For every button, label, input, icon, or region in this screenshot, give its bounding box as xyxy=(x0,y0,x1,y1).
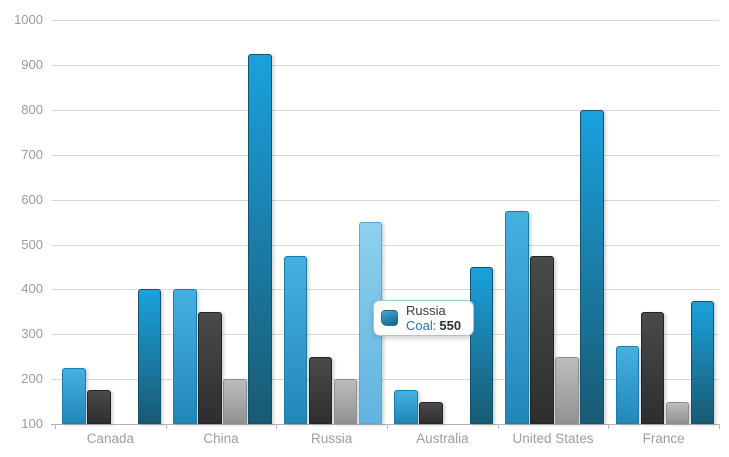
y-axis-label-600: 600 xyxy=(21,191,43,207)
gridline-1000 xyxy=(51,20,719,22)
tooltip-category: Russia xyxy=(406,303,446,318)
bar-russia-series-3[interactable] xyxy=(333,379,358,424)
x-axis-tick xyxy=(55,424,56,429)
gridline-500 xyxy=(51,244,719,246)
bar-canada-coal[interactable] xyxy=(137,289,162,424)
x-axis-label-australia: Australia xyxy=(416,431,469,446)
bar-china-series-3[interactable] xyxy=(223,379,247,424)
gridline-900 xyxy=(51,65,719,67)
y-axis-label-100: 100 xyxy=(21,416,43,431)
x-axis-label-russia: Russia xyxy=(311,431,353,446)
bar-france-coal[interactable] xyxy=(690,300,715,424)
series-marker-icon xyxy=(381,310,398,326)
x-axis-label-china: China xyxy=(203,431,239,446)
y-axis-label-1000: 1000 xyxy=(14,12,43,28)
y-axis-label-200: 200 xyxy=(21,371,43,387)
bar-france-series-2[interactable] xyxy=(640,311,665,424)
bar-australia-coal[interactable] xyxy=(469,267,494,424)
gridline-200 xyxy=(51,379,719,381)
bar-china-series-2[interactable] xyxy=(198,311,222,424)
y-axis-label-300: 300 xyxy=(21,326,43,342)
x-axis-tick xyxy=(608,424,610,429)
x-axis-label-france: France xyxy=(642,431,685,446)
bar-china-coal[interactable] xyxy=(248,53,272,424)
gridline-800 xyxy=(51,110,719,111)
x-axis-tick xyxy=(719,424,720,429)
bar-china-series-1[interactable] xyxy=(173,289,197,424)
bar-australia-series-2[interactable] xyxy=(419,401,443,424)
x-axis-tick xyxy=(165,424,167,429)
y-axis-label-400: 400 xyxy=(21,281,43,297)
tooltip-series-label: Coal: xyxy=(406,318,437,333)
bar-united-states-series-3[interactable] xyxy=(555,356,579,424)
tooltip-value-line: Coal: 550 xyxy=(406,318,461,333)
tooltip: Russia Coal: 550 xyxy=(373,300,475,336)
x-axis-tick xyxy=(387,424,388,429)
x-axis-label-canada: Canada xyxy=(86,431,134,446)
x-axis-tick xyxy=(276,424,278,429)
bar-france-series-1[interactable] xyxy=(615,345,640,424)
bar-russia-series-2[interactable] xyxy=(308,356,333,424)
tooltip-value: 550 xyxy=(439,318,462,333)
y-axis-label-700: 700 xyxy=(21,146,43,162)
bar-united-states-coal[interactable] xyxy=(580,110,604,424)
y-axis-label-500: 500 xyxy=(21,236,43,252)
y-axis-label-800: 800 xyxy=(21,102,43,117)
bar-canada-series-1[interactable] xyxy=(62,367,86,424)
gridline-400 xyxy=(51,289,719,291)
bar-united-states-series-1[interactable] xyxy=(505,210,529,424)
bar-russia-series-1[interactable] xyxy=(283,255,308,424)
gridline-700 xyxy=(51,154,719,156)
y-axis-label-900: 900 xyxy=(21,57,43,73)
bar-canada-series-2[interactable] xyxy=(87,390,111,424)
bar-france-series-3[interactable] xyxy=(665,401,690,424)
x-axis-tick xyxy=(497,424,499,429)
x-axis-line xyxy=(51,424,719,425)
x-axis-label-united-states: United States xyxy=(512,431,594,446)
gridline-600 xyxy=(51,199,719,201)
bar-united-states-series-2[interactable] xyxy=(530,255,554,424)
tooltip-text: Russia Coal: 550 xyxy=(406,303,461,333)
bar-australia-series-1[interactable] xyxy=(394,390,418,424)
